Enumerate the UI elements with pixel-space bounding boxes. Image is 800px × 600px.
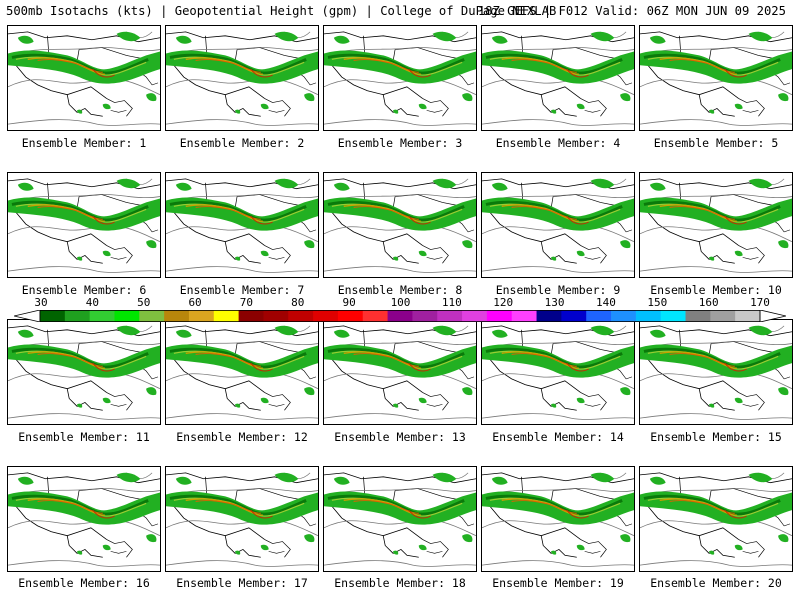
ensemble-member-map — [323, 319, 477, 425]
ensemble-member-map — [323, 466, 477, 572]
ensemble-member-map — [323, 172, 477, 278]
ensemble-member-caption: Ensemble Member: 17 — [176, 576, 308, 590]
ensemble-member-map — [7, 466, 161, 572]
colorbar-over-arrow — [759, 309, 787, 323]
ensemble-member-map — [481, 319, 635, 425]
colorbar-tick-label: 80 — [291, 296, 305, 309]
colorbar-tick-label: 160 — [698, 296, 719, 309]
ensemble-member-caption: Ensemble Member: 11 — [18, 430, 150, 444]
ensemble-member-map — [7, 319, 161, 425]
colorbar-swatch — [387, 310, 413, 322]
ensemble-member-caption: Ensemble Member: 16 — [18, 576, 150, 590]
ensemble-member-map — [639, 466, 793, 572]
colorbar-tick-label: 110 — [441, 296, 462, 309]
ensemble-member-caption: Ensemble Member: 5 — [653, 136, 779, 150]
ensemble-member-caption: Ensemble Member: 7 — [179, 283, 305, 297]
colorbar-swatch — [437, 310, 463, 322]
ensemble-member-caption: Ensemble Member: 18 — [334, 576, 466, 590]
ensemble-member-caption: Ensemble Member: 9 — [495, 283, 621, 297]
ensemble-member-map — [165, 25, 319, 131]
colorbar-tick-label: 90 — [342, 296, 356, 309]
ensemble-member-map — [7, 25, 161, 131]
colorbar-under-arrow — [13, 309, 41, 323]
colorbar-swatch — [735, 310, 761, 322]
ensemble-member-map — [639, 319, 793, 425]
colorbar-swatch — [64, 310, 91, 322]
colorbar-tick-label: 140 — [595, 296, 616, 309]
ensemble-member-caption: Ensemble Member: 20 — [650, 576, 782, 590]
colorbar-tick-label: 170 — [750, 296, 770, 309]
ensemble-member-caption: Ensemble Member: 14 — [492, 430, 624, 444]
ensemble-member-map — [639, 25, 793, 131]
ensemble-member-map — [481, 172, 635, 278]
colorbar-swatch — [536, 310, 562, 322]
colorbar-tick-label: 130 — [544, 296, 565, 309]
colorbar-swatch — [586, 310, 612, 322]
colorbar-tick-label: 70 — [239, 296, 254, 309]
colorbar-swatch — [486, 310, 513, 322]
model-run-title: 18Z GEFS | F012 Valid: 06Z MON JUN 09 20… — [477, 4, 786, 18]
colorbar-swatch — [164, 310, 190, 322]
ensemble-member-caption: Ensemble Member: 12 — [176, 430, 308, 444]
colorbar-swatch — [710, 310, 736, 322]
colorbar-tick-label: 30 — [34, 296, 48, 309]
colorbar-swatch — [412, 310, 438, 322]
ensemble-member-caption: Ensemble Member: 1 — [21, 136, 147, 150]
colorbar-swatch — [337, 310, 364, 322]
ensemble-member-caption: Ensemble Member: 13 — [334, 430, 466, 444]
colorbar-swatch — [362, 310, 389, 322]
colorbar-swatch — [313, 310, 339, 322]
map-title: 500mb Isotachs (kts) | Geopotential Heig… — [6, 4, 557, 18]
ensemble-member-caption: Ensemble Member: 10 — [650, 283, 782, 297]
ensemble-member-map — [481, 25, 635, 131]
colorbar-swatch — [213, 310, 240, 322]
colorbar-swatch — [635, 310, 662, 322]
colorbar-tick-label: 60 — [188, 296, 202, 309]
colorbar-outline — [39, 310, 761, 322]
colorbar-swatch — [40, 310, 66, 322]
ensemble-member-caption: Ensemble Member: 15 — [650, 430, 782, 444]
colorbar-tick-label: 50 — [137, 296, 151, 309]
colorbar-tick-label: 100 — [390, 296, 411, 309]
ensemble-member-caption: Ensemble Member: 3 — [337, 136, 463, 150]
ensemble-member-map — [165, 172, 319, 278]
isotach-colorbar — [13, 307, 787, 323]
colorbar-swatch — [685, 310, 711, 322]
ensemble-member-map — [165, 466, 319, 572]
colorbar-swatch — [660, 310, 687, 322]
ensemble-member-map — [639, 172, 793, 278]
colorbar-swatch — [89, 310, 115, 322]
colorbar-swatch — [188, 310, 215, 322]
ensemble-member-caption: Ensemble Member: 4 — [495, 136, 621, 150]
colorbar-tick-label: 40 — [85, 296, 99, 309]
colorbar-swatch — [263, 310, 289, 322]
ensemble-member-map — [165, 319, 319, 425]
colorbar-swatch — [288, 310, 314, 322]
colorbar-swatch — [561, 310, 587, 322]
ensemble-member-caption: Ensemble Member: 19 — [492, 576, 624, 590]
colorbar-tick-label: 120 — [493, 296, 514, 309]
ensemble-member-caption: Ensemble Member: 2 — [179, 136, 305, 150]
ensemble-member-map — [7, 172, 161, 278]
colorbar-swatch — [511, 310, 538, 322]
colorbar-tick-label: 150 — [647, 296, 668, 309]
ensemble-member-map — [481, 466, 635, 572]
ensemble-member-caption: Ensemble Member: 8 — [337, 283, 463, 297]
colorbar-swatch — [611, 310, 637, 322]
ensemble-member-map — [323, 25, 477, 131]
colorbar-swatch — [462, 310, 488, 322]
colorbar-swatch — [114, 310, 140, 322]
ensemble-member-caption: Ensemble Member: 6 — [21, 283, 147, 297]
colorbar-swatch — [238, 310, 264, 322]
colorbar-swatch — [139, 310, 165, 322]
